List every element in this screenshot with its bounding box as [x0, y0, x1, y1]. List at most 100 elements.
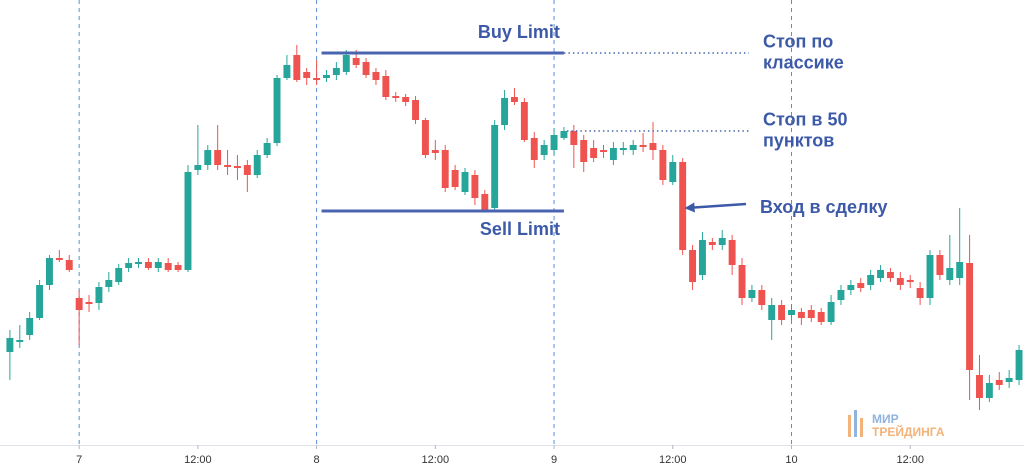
candle-body [491, 125, 499, 208]
annotation-label: классике [763, 52, 844, 72]
candle-body [154, 262, 162, 268]
candle-body [560, 131, 568, 138]
candle-body [728, 240, 736, 265]
annotation-label: Buy Limit [478, 22, 560, 42]
candle-body [936, 255, 944, 275]
candle-body [679, 162, 687, 250]
candle-body [135, 262, 142, 264]
candle-body [362, 62, 370, 75]
candle-body [6, 338, 14, 352]
candle-body [451, 170, 459, 187]
candle-body [144, 262, 152, 268]
candle-body [402, 97, 410, 102]
candle-body [471, 175, 479, 198]
candle-body [105, 280, 113, 287]
candle-body [827, 302, 835, 322]
candle-body [540, 145, 548, 155]
candle-body [659, 150, 667, 180]
annotation-label: Стоп в 50 [763, 109, 848, 129]
candle-body [600, 150, 607, 152]
candle-body [75, 298, 83, 310]
candle-body [639, 145, 647, 147]
candle-body [619, 148, 627, 150]
candle-body [263, 143, 271, 155]
candle-body [16, 340, 24, 342]
candle-body [1015, 350, 1023, 380]
candle-body [669, 162, 677, 182]
candle-body [342, 55, 350, 72]
candle-body [708, 242, 716, 245]
candle-body [481, 194, 489, 210]
watermark: МИР ТРЕЙДИНГА [848, 410, 945, 439]
candle-body [293, 55, 301, 80]
candle-body [233, 166, 241, 168]
x-tick-label: 7 [76, 454, 82, 466]
annotation-label: Sell Limit [480, 219, 560, 239]
candle-body [807, 310, 815, 318]
candle-body [966, 263, 974, 370]
candle-body [313, 78, 321, 80]
candle-body [243, 165, 251, 175]
candle-body [896, 278, 904, 285]
candle-body [698, 240, 706, 275]
candle-body [253, 155, 261, 175]
x-tick-label: 12:00 [659, 454, 687, 466]
x-tick-label: 12:00 [184, 454, 212, 466]
candle-body [689, 250, 697, 282]
candle-body [738, 265, 746, 298]
candle-body [570, 131, 578, 145]
candle-body [817, 312, 825, 322]
candle-body [985, 383, 993, 398]
candle-body [530, 138, 538, 160]
candle-body [748, 290, 756, 298]
candle-body [956, 262, 964, 278]
candle-body [461, 172, 469, 192]
candle-body [629, 145, 637, 150]
x-tick-label: 10 [785, 454, 797, 466]
candle-body [788, 310, 795, 315]
candle-body [1005, 378, 1013, 382]
candle-body [867, 275, 875, 285]
candle-body [184, 172, 192, 270]
candle-body [115, 268, 123, 282]
candle-body [590, 148, 598, 158]
candle-body [85, 302, 93, 304]
candle-body [916, 288, 924, 298]
candle-body [976, 375, 983, 398]
watermark-text: ТРЕЙДИНГА [872, 424, 945, 439]
candle-body [55, 258, 63, 260]
candle-body [847, 285, 855, 290]
candle-body [609, 148, 617, 160]
candle-body [174, 265, 182, 270]
candle-body [392, 96, 400, 98]
candle-body [441, 150, 449, 188]
candle-body [303, 72, 311, 78]
candle-body [797, 312, 805, 318]
annotation-label: Вход в сделку [760, 197, 887, 217]
candle-body [273, 78, 281, 143]
candle-body [194, 165, 202, 170]
candle-body [758, 290, 766, 305]
candle-body [501, 98, 509, 125]
candle-body [382, 76, 390, 97]
candle-body [46, 258, 53, 285]
candle-body [837, 290, 845, 300]
candle-body [214, 150, 222, 165]
logo-bar [848, 415, 851, 437]
candle-body [412, 100, 419, 120]
candle-body [906, 280, 914, 282]
x-tick-label: 9 [551, 454, 557, 466]
candle-body [778, 305, 786, 320]
candle-body [926, 255, 934, 298]
candle-body [877, 270, 885, 278]
candle-body [26, 318, 34, 335]
watermark-text: МИР [872, 412, 899, 426]
candle-body [431, 150, 439, 153]
candle-body [946, 268, 954, 280]
candle-body [649, 143, 657, 150]
candle-body [125, 263, 133, 268]
candle-body [511, 97, 518, 102]
candle-body [520, 102, 528, 140]
candle-body [421, 120, 429, 155]
